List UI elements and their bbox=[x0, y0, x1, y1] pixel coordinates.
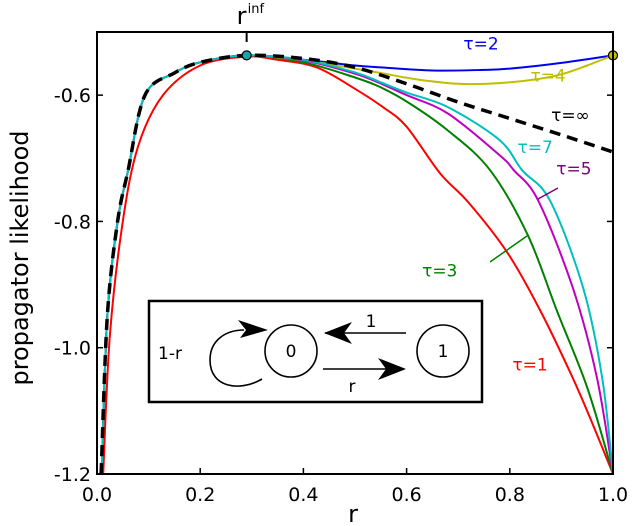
axes: 0.0 0.2 0.4 0.6 0.8 1.0-0.6-0.8-1.0-1.2r infrp… bbox=[6, 2, 628, 526]
series-line-tau-7 bbox=[100, 54, 613, 474]
series-line-tau-5 bbox=[100, 54, 613, 474]
state-0-circle bbox=[264, 324, 318, 378]
curve-label: τ=7 bbox=[518, 138, 553, 158]
arrow-0-to-1-label: r bbox=[349, 377, 356, 397]
axes-frame bbox=[96, 31, 614, 475]
state-0-label: 0 bbox=[286, 342, 297, 362]
series-line-tau-inf bbox=[99, 53, 613, 474]
arrow-1-to-0-label: 1 bbox=[366, 312, 377, 332]
top-tick-superscript: inf bbox=[248, 2, 265, 17]
top-tick-label: r bbox=[237, 2, 247, 30]
curve-label: τ=3 bbox=[422, 261, 457, 281]
x-tick-label: 1.0 bbox=[598, 484, 628, 506]
y-tick-label: -1.0 bbox=[54, 338, 91, 360]
x-tick-label: 0.8 bbox=[495, 484, 525, 506]
self-loop-label: 1-r bbox=[158, 344, 182, 364]
arrow-1-to-0-head bbox=[324, 322, 352, 344]
curve-label: τ=1 bbox=[512, 355, 547, 375]
state-1-label: 1 bbox=[438, 342, 449, 362]
series-line-tau-2 bbox=[100, 54, 613, 474]
x-tick-label: 0.2 bbox=[185, 484, 215, 506]
leader-line-tau-5 bbox=[537, 187, 559, 200]
x-tick-label: 0.4 bbox=[288, 484, 318, 506]
self-loop-arrow bbox=[209, 329, 263, 387]
series-line-tau-1 bbox=[102, 55, 613, 474]
marker-point-0 bbox=[241, 50, 252, 61]
arrow-0-to-1-head bbox=[378, 358, 406, 380]
x-tick-label: 0.0 bbox=[82, 484, 112, 506]
curve-label: τ=4 bbox=[530, 66, 565, 86]
series-line-tau-3 bbox=[100, 54, 613, 474]
x-axis-label: r bbox=[348, 500, 358, 526]
series-line-tau-4 bbox=[100, 54, 613, 474]
self-loop-arrowhead bbox=[238, 320, 268, 338]
plot-area bbox=[99, 50, 619, 474]
x-tick-label: 0.6 bbox=[391, 484, 421, 506]
y-axis-label: propagator likelihood bbox=[6, 130, 34, 385]
leader-line-tau-3 bbox=[489, 235, 528, 263]
y-tick-label: -0.6 bbox=[54, 85, 91, 107]
curve-label: τ=5 bbox=[556, 160, 591, 180]
markov-chain-inset: 1-r 0 1 1 r bbox=[147, 299, 484, 404]
inset-box bbox=[147, 299, 484, 404]
curve-label: τ=∞ bbox=[551, 106, 590, 126]
curve-labels: τ=2 τ=4 τ=∞ τ=7τ=5 τ=3 τ=1 bbox=[422, 35, 591, 376]
y-tick-label: -0.8 bbox=[54, 211, 91, 233]
series-group bbox=[99, 53, 613, 474]
y-tick-label: -1.2 bbox=[54, 464, 91, 486]
state-1-circle bbox=[416, 324, 470, 378]
curve-label: τ=2 bbox=[463, 35, 498, 55]
